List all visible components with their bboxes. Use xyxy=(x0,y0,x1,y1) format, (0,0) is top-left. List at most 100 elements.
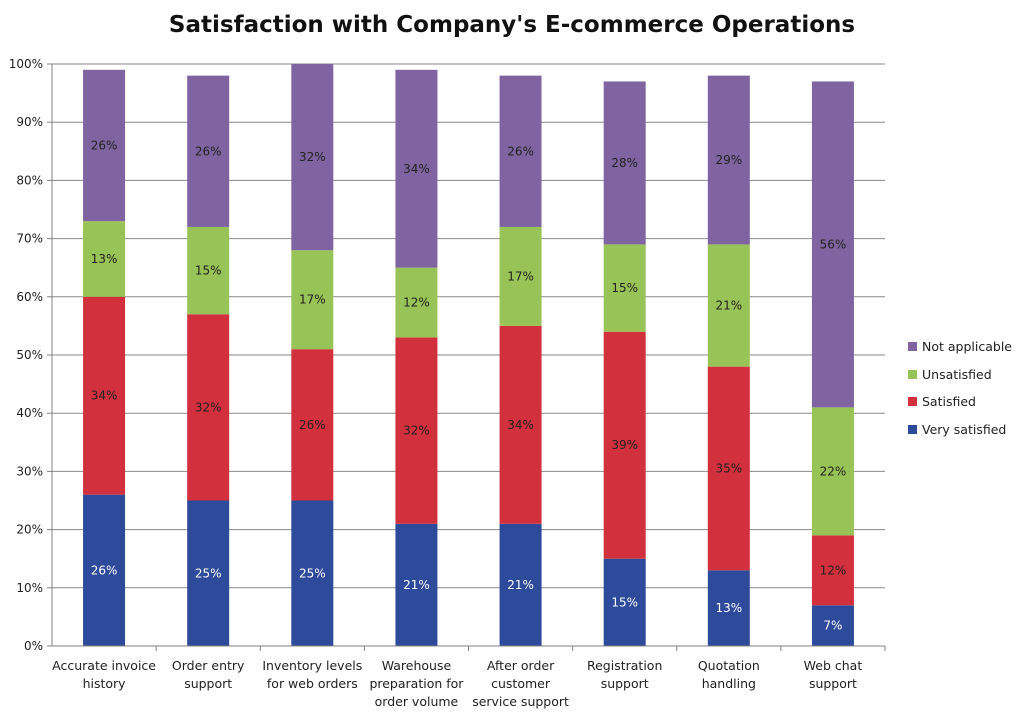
legend-swatch xyxy=(908,369,917,379)
bar-segment-very-satisfied xyxy=(603,558,646,646)
data-label: 32% xyxy=(299,150,326,164)
axes: 0% 10% 20% 30% 40% 50% 60% 70% 80% 90% 100% Accurat… xyxy=(9,57,886,709)
data-label: 26% xyxy=(299,418,326,432)
bar-segment-unsatisfied xyxy=(291,250,334,350)
bar-segment-very-satisfied xyxy=(395,523,438,646)
data-label: 21% xyxy=(403,578,430,592)
y-tick-label: 0% xyxy=(24,639,43,653)
data-label: 26% xyxy=(91,138,118,152)
bar-segment-unsatisfied xyxy=(603,244,646,332)
bar-segment-very-satisfied xyxy=(499,523,542,646)
legend-swatch xyxy=(908,342,917,352)
y-tick-label: 80% xyxy=(16,173,43,187)
bar-segment-satisfied xyxy=(395,337,438,524)
x-tick-label: Warehouse preparation for order volume xyxy=(369,658,464,709)
data-label: 17% xyxy=(507,269,534,283)
bar-segment-very-satisfied xyxy=(187,500,230,646)
data-label: 34% xyxy=(507,418,534,432)
y-tick-label: 40% xyxy=(16,406,43,420)
x-tick-label: Quotation handling xyxy=(698,658,760,691)
bar-segment-not-applicable xyxy=(603,81,646,245)
data-label: 35% xyxy=(715,461,742,475)
data-label: 22% xyxy=(820,464,847,478)
data-label: 39% xyxy=(611,438,638,452)
data-label: 25% xyxy=(195,566,222,580)
data-label: 34% xyxy=(403,162,430,176)
bar-segment-very-satisfied xyxy=(811,605,854,646)
bar-segment-very-satisfied xyxy=(83,494,126,646)
data-label: 25% xyxy=(299,566,326,580)
bar-segment-satisfied xyxy=(707,366,750,571)
bar-segment-satisfied xyxy=(291,349,334,501)
y-tick-label: 90% xyxy=(16,115,43,129)
bar-segment-unsatisfied xyxy=(83,221,126,297)
bar-segment-satisfied xyxy=(83,296,126,495)
x-tick-label: Registration support xyxy=(587,658,662,691)
y-tick-label: 20% xyxy=(16,523,43,537)
data-label: 34% xyxy=(91,389,118,403)
bar-segment-satisfied xyxy=(499,325,542,524)
data-label: 12% xyxy=(403,296,430,310)
x-tick-label: Accurate invoice history xyxy=(52,658,156,691)
bar-segment-not-applicable xyxy=(395,69,438,268)
legend-swatch xyxy=(908,397,917,407)
legend-swatch xyxy=(908,424,917,434)
gridlines xyxy=(52,63,885,589)
y-tick-label: 30% xyxy=(16,464,43,478)
bar-segment-unsatisfied xyxy=(395,267,438,338)
bar-segment-satisfied xyxy=(603,331,646,559)
bar-segment-satisfied xyxy=(187,314,230,501)
data-label: 56% xyxy=(820,237,847,251)
legend-item: Very satisfied xyxy=(908,416,1012,444)
y-tick-label: 70% xyxy=(16,232,43,246)
x-tick-label: Inventory levels for web orders xyxy=(262,658,362,691)
legend-item: Not applicable xyxy=(908,333,1012,361)
y-tick-label: 50% xyxy=(16,348,43,362)
data-label: 26% xyxy=(91,563,118,577)
bar-segment-unsatisfied xyxy=(187,226,230,315)
data-label: 15% xyxy=(195,264,222,278)
data-label: 13% xyxy=(715,601,742,615)
legend-label: Not applicable xyxy=(922,339,1012,355)
bar-segment-unsatisfied xyxy=(811,407,854,536)
bar-segment-unsatisfied xyxy=(707,244,750,367)
legend-label: Unsatisfied xyxy=(922,366,992,382)
legend-label: Satisfied xyxy=(922,394,976,410)
legend: Not applicable Unsatisfied Satisfied Very s… xyxy=(908,333,1012,443)
y-tick-label: 10% xyxy=(16,581,43,595)
bar-segment-not-applicable xyxy=(499,75,542,227)
data-label: 26% xyxy=(195,144,222,158)
x-tick-label: After order customer service support xyxy=(472,658,569,709)
y-tick-label: 100% xyxy=(9,57,43,71)
legend-item: Satisfied xyxy=(908,388,1012,416)
data-label: 21% xyxy=(715,299,742,313)
bar-segment-satisfied xyxy=(811,535,854,606)
bar-segment-not-applicable xyxy=(83,69,126,222)
bar-segment-not-applicable xyxy=(291,64,334,251)
data-label: 7% xyxy=(823,619,842,633)
bar-segment-not-applicable xyxy=(707,75,750,245)
bar-segment-not-applicable xyxy=(187,75,230,227)
x-tick-label: Web chat support xyxy=(804,658,863,691)
data-label: 13% xyxy=(91,252,118,266)
data-label: 12% xyxy=(820,563,847,577)
data-label: 17% xyxy=(299,293,326,307)
bar-segment-very-satisfied xyxy=(707,570,750,646)
data-label: 15% xyxy=(611,595,638,609)
bar-segment-unsatisfied xyxy=(499,226,542,326)
y-tick-label: 60% xyxy=(16,290,43,304)
bar-segment-not-applicable xyxy=(811,81,854,408)
chart-title: Satisfaction with Company's E-commerce O… xyxy=(168,12,856,38)
data-label: 29% xyxy=(715,153,742,167)
bars xyxy=(83,64,854,646)
data-label: 32% xyxy=(195,400,222,414)
x-tick-label: Order entry support xyxy=(172,658,245,691)
data-label: 32% xyxy=(403,424,430,438)
bar-segment-very-satisfied xyxy=(291,500,334,646)
legend-item: Unsatisfied xyxy=(908,361,1012,389)
data-label: 15% xyxy=(611,281,638,295)
segment-labels: 26% 34% 13% 26% 25% 32% 15% 26% 25% 26% 17% 32% 21% 3… xyxy=(91,138,847,632)
legend-label: Very satisfied xyxy=(922,421,1007,437)
data-label: 28% xyxy=(611,156,638,170)
